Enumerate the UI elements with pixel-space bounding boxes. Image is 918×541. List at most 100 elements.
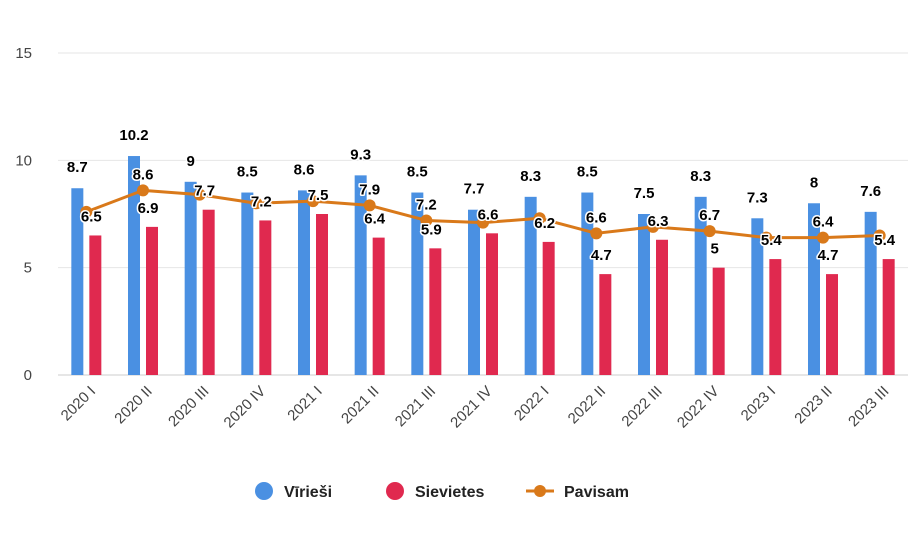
bar-men[interactable] <box>468 209 480 375</box>
total-point[interactable] <box>817 231 829 244</box>
total-point[interactable] <box>647 220 659 233</box>
data-label-women: 6.5 <box>81 208 102 225</box>
x-tick-label: 2020 II <box>111 383 155 427</box>
total-point[interactable] <box>420 214 433 227</box>
data-labels: 8.76.510.26.997.78.57.28.67.59.36.48.55.… <box>65 126 897 266</box>
bar-men[interactable] <box>184 181 197 375</box>
x-tick-label: 2022 IV <box>674 383 723 432</box>
bar-men[interactable] <box>71 188 84 375</box>
legend-item-women[interactable]: Sievietes <box>386 482 484 501</box>
data-label-total: 8.6 <box>133 166 154 183</box>
total-point[interactable] <box>477 216 489 229</box>
x-tick-label: 2020 III <box>165 383 212 430</box>
bar-men[interactable] <box>411 192 424 375</box>
total-point[interactable] <box>760 231 773 244</box>
data-label-women: 6.9 <box>138 200 159 217</box>
legend-label: Sievietes <box>415 484 484 501</box>
bar-women[interactable] <box>316 214 328 375</box>
legend-item-men[interactable]: Vīrieši <box>255 482 332 501</box>
data-label-women: 5.9 <box>421 221 442 238</box>
bar-women[interactable] <box>146 226 158 375</box>
total-point[interactable] <box>703 225 716 238</box>
data-label-men: 9.3 <box>350 146 371 163</box>
grid-lines <box>58 52 908 376</box>
total-point[interactable] <box>307 195 319 208</box>
data-label-women: 6.4 <box>364 211 386 228</box>
x-tick-label: 2021 IV <box>447 383 496 432</box>
x-tick-label: 2020 I <box>58 383 100 425</box>
legend-marker <box>386 482 404 500</box>
bar-men[interactable] <box>751 218 764 375</box>
x-tick-label: 2023 II <box>791 383 835 427</box>
data-label-men: 8.5 <box>237 164 258 181</box>
legend[interactable]: Vīrieši Sievietes Pavisam <box>255 482 629 501</box>
legend-label: Pavisam <box>564 484 629 501</box>
legend-marker <box>534 485 546 497</box>
x-tick-label: 2023 III <box>845 383 892 430</box>
data-label-men: 8.3 <box>690 168 711 185</box>
data-label-women: 6.2 <box>534 215 555 232</box>
total-point[interactable] <box>363 199 376 212</box>
y-axis-ticks: 0 5 10 15 <box>15 45 32 384</box>
legend-item-total[interactable]: Pavisam <box>526 484 629 501</box>
bar-men[interactable] <box>241 192 254 375</box>
bar-women[interactable] <box>882 259 895 375</box>
bar-women[interactable] <box>202 209 215 375</box>
bar-men[interactable] <box>524 196 537 375</box>
x-tick-label: 2023 I <box>738 383 780 425</box>
bar-women[interactable] <box>429 248 442 375</box>
x-tick-label: 2021 I <box>284 383 326 425</box>
total-point[interactable] <box>193 188 206 201</box>
total-point[interactable] <box>137 184 149 197</box>
x-tick-label: 2022 III <box>618 383 665 430</box>
data-label-men: 7.5 <box>634 185 655 202</box>
x-tick-label: 2021 II <box>338 383 382 427</box>
y-tick-label: 15 <box>15 45 32 62</box>
y-tick-label: 5 <box>24 260 32 277</box>
bar-men[interactable] <box>694 196 707 375</box>
bar-men[interactable] <box>864 211 877 375</box>
data-label-men: 8 <box>810 174 818 191</box>
data-label-men: 7.6 <box>860 183 881 200</box>
x-tick-label: 2022 II <box>565 383 609 427</box>
bar-women[interactable] <box>826 274 838 375</box>
total-point[interactable] <box>533 212 546 225</box>
data-label-women: 5.4 <box>874 232 896 249</box>
total-point[interactable] <box>80 205 93 218</box>
data-label-women: 6.6 <box>478 206 499 223</box>
bar-men[interactable] <box>354 175 367 375</box>
data-label-men: 7.7 <box>464 181 485 198</box>
bar-women[interactable] <box>89 235 102 375</box>
bar-women[interactable] <box>769 259 782 375</box>
y-tick-label: 0 <box>24 367 32 384</box>
x-tick-label: 2022 I <box>511 383 553 425</box>
bar-women[interactable] <box>712 267 725 375</box>
bar-women[interactable] <box>486 233 498 375</box>
data-label-total: 6.6 <box>586 209 607 226</box>
bar-men[interactable] <box>128 156 140 375</box>
data-label-men: 10.2 <box>119 127 148 144</box>
data-label-men: 8.6 <box>294 161 315 178</box>
total-point[interactable] <box>250 197 263 210</box>
data-label-men: 8.3 <box>520 168 541 185</box>
total-point[interactable] <box>590 227 603 240</box>
bar-women[interactable] <box>656 239 668 375</box>
bar-men[interactable] <box>808 203 820 375</box>
data-label-men: 8.7 <box>67 159 88 176</box>
data-label-women: 7.7 <box>194 183 215 200</box>
bar-women[interactable] <box>372 237 385 375</box>
data-label-men: 8.5 <box>577 164 598 181</box>
bar-men[interactable] <box>581 192 594 375</box>
data-label-men: 9 <box>186 153 194 170</box>
bar-women[interactable] <box>599 274 612 375</box>
data-label-total: 7.2 <box>416 196 437 213</box>
data-label-women: 6.3 <box>648 213 669 230</box>
bar-men[interactable] <box>638 214 650 375</box>
x-axis-ticks: 2020 I 2020 II 2020 III 2020 IV 2021 I 2021 I… <box>58 383 893 432</box>
bar-women[interactable] <box>542 241 555 375</box>
data-label-women: 4.7 <box>818 247 839 264</box>
bar-men[interactable] <box>298 190 310 375</box>
bar-women[interactable] <box>259 220 272 375</box>
total-point[interactable] <box>873 229 886 242</box>
